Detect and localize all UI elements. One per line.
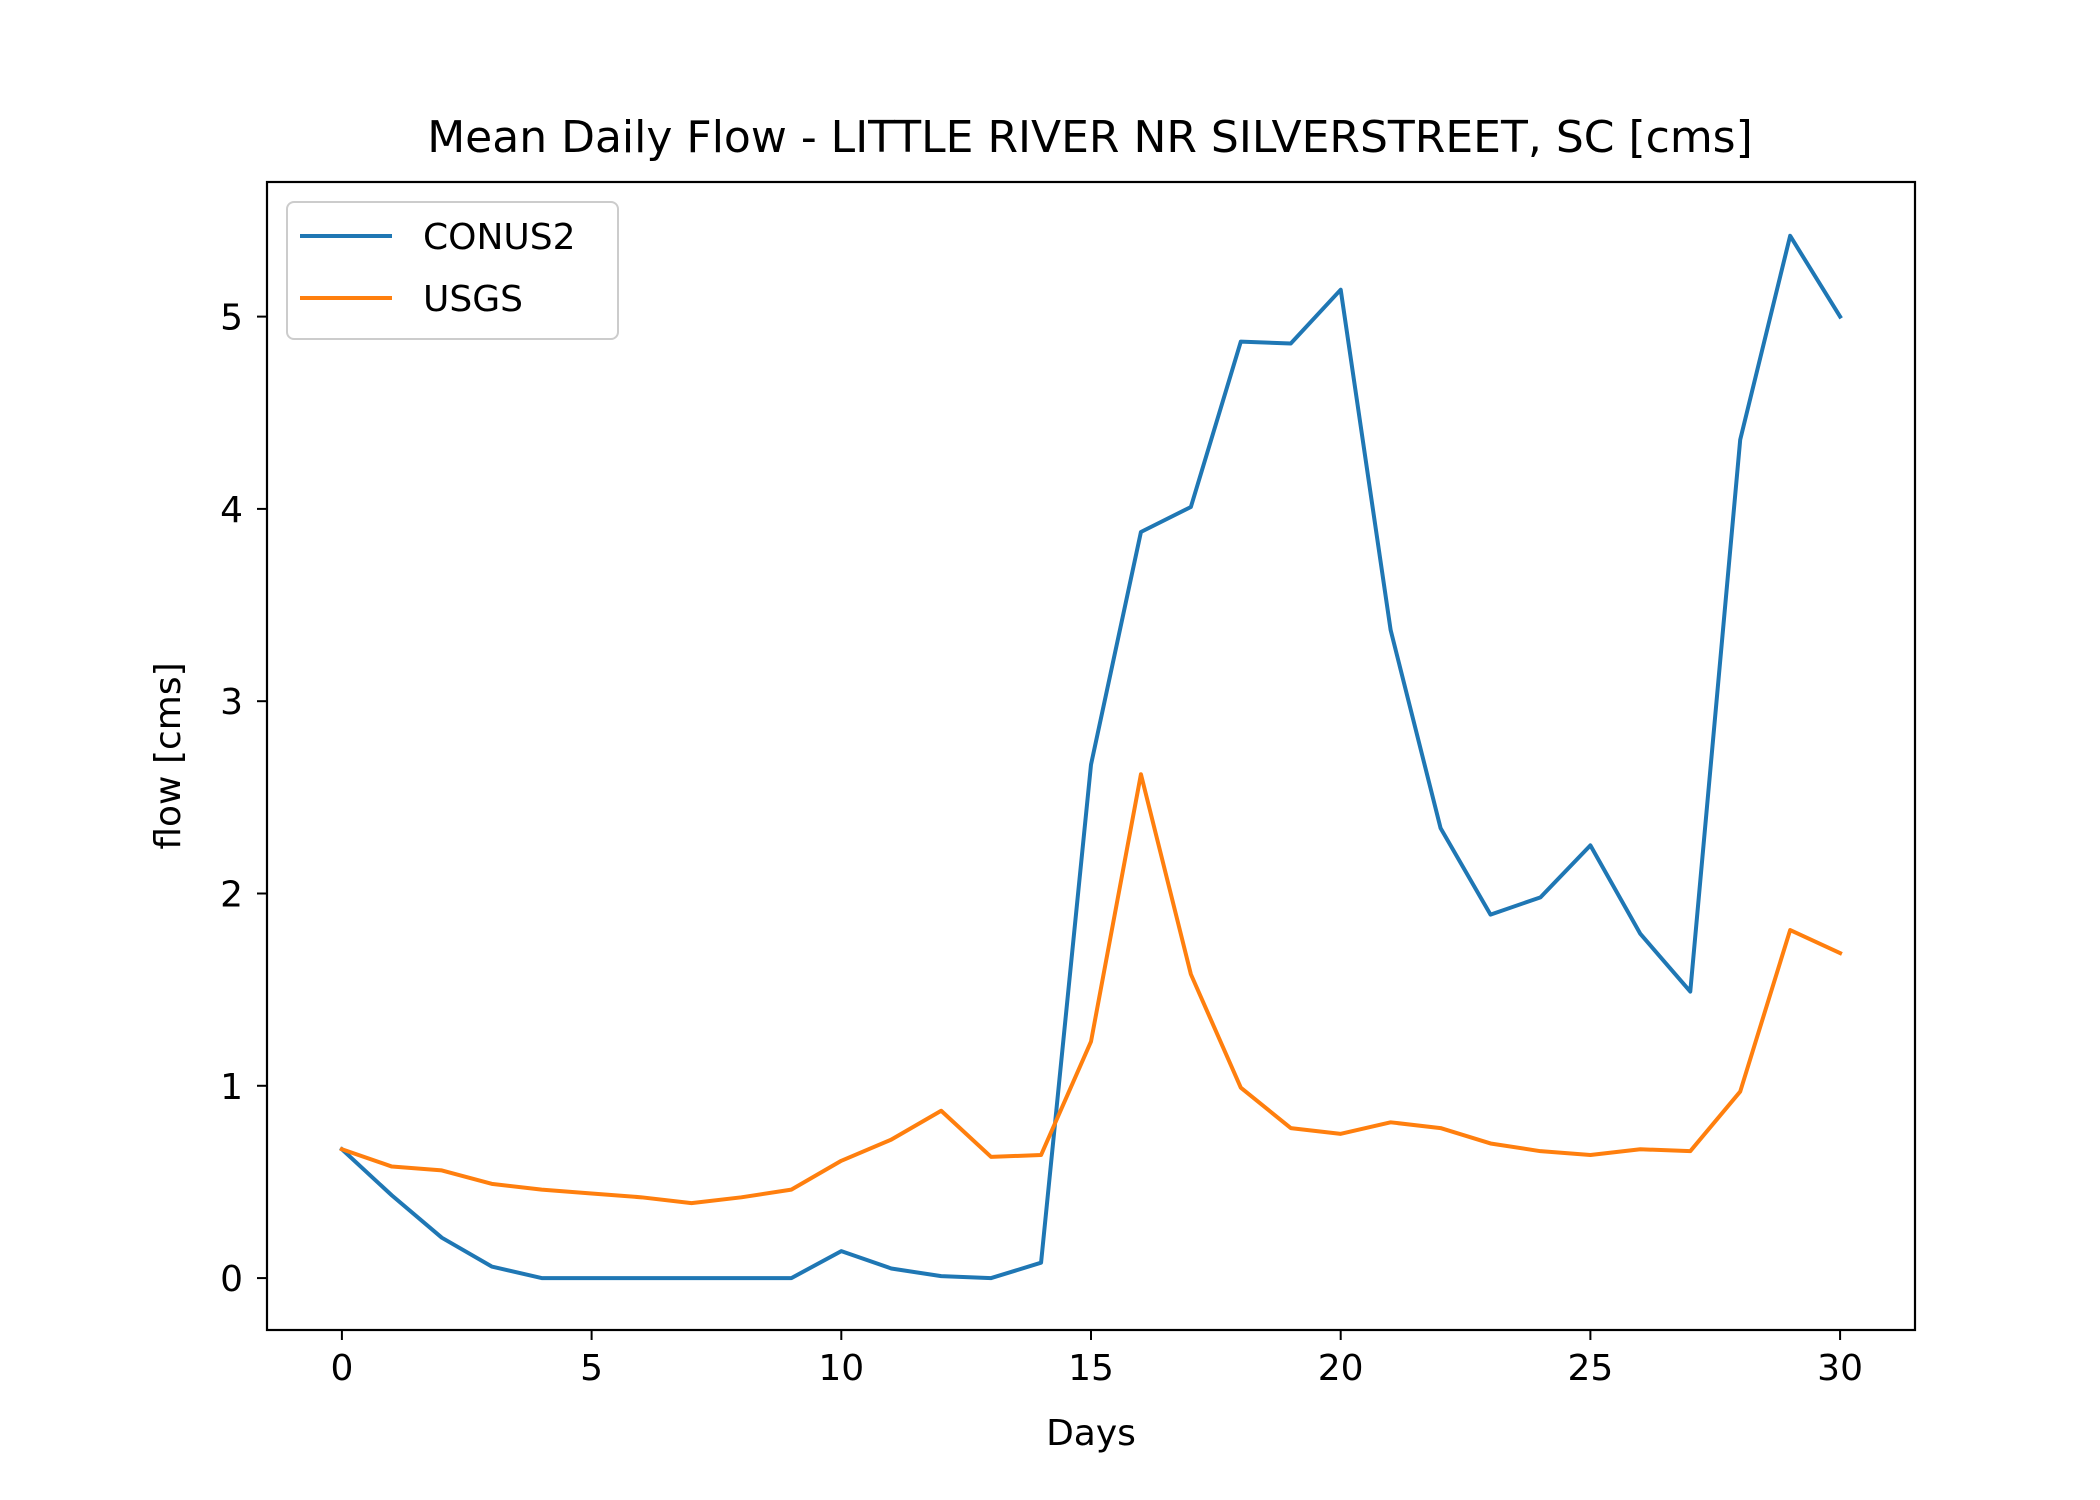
legend-label-usgs: USGS (423, 279, 523, 320)
legend-label-conus2: CONUS2 (423, 217, 576, 258)
x-tick-label: 15 (1068, 1348, 1114, 1389)
chart-title: Mean Daily Flow - LITTLE RIVER NR SILVER… (427, 112, 1753, 163)
plot-area (339, 233, 1843, 1281)
y-tick-label: 3 (220, 682, 243, 723)
y-tick-label: 0 (220, 1259, 243, 1300)
x-axis: 0 5 10 15 20 25 30 (330, 1330, 1863, 1389)
x-tick-label: 20 (1318, 1348, 1364, 1389)
x-tick-label: 10 (818, 1348, 864, 1389)
y-tick-label: 1 (220, 1067, 243, 1108)
axes-frame (265, 180, 1917, 1332)
x-tick-label: 30 (1817, 1348, 1863, 1389)
y-axis: 0 1 2 3 4 5 (220, 298, 267, 1300)
series-line-usgs (339, 772, 1843, 1206)
legend: CONUS2 USGS (286, 201, 619, 340)
x-axis-label: Days (1046, 1413, 1136, 1454)
y-tick-label: 5 (220, 298, 243, 339)
y-axis-label: flow [cms] (148, 662, 189, 849)
y-tick-label: 4 (220, 490, 243, 531)
x-tick-label: 5 (580, 1348, 603, 1389)
x-tick-label: 25 (1567, 1348, 1613, 1389)
x-tick-label: 0 (330, 1348, 353, 1389)
y-tick-label: 2 (220, 874, 243, 915)
series-line-conus2 (339, 233, 1843, 1281)
